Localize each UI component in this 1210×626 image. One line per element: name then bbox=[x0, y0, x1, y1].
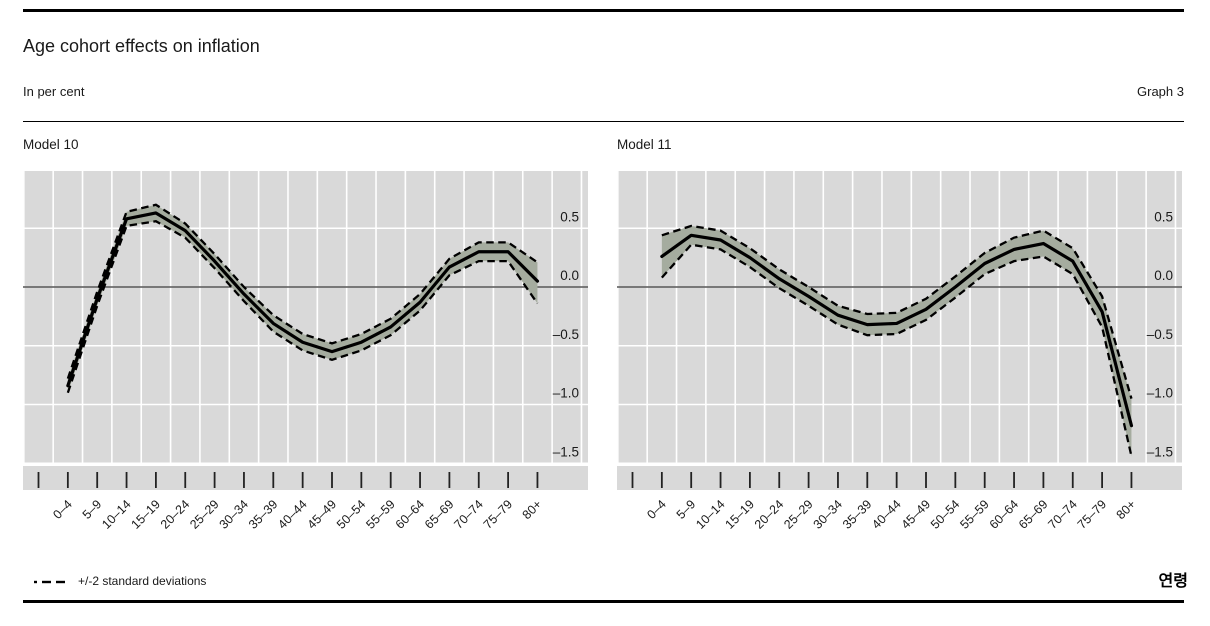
x-tick-label: 40–44 bbox=[869, 497, 904, 532]
y-tick-label: –1.0 bbox=[1147, 386, 1173, 401]
x-axis-title: 연령 bbox=[1158, 573, 1188, 590]
x-tick-label: 40–44 bbox=[275, 497, 310, 532]
x-tick-label: 30–34 bbox=[811, 497, 846, 532]
plot-background bbox=[23, 171, 588, 464]
y-tick-label: 0.5 bbox=[1154, 209, 1173, 224]
tick-strip bbox=[23, 466, 588, 490]
x-tick-label: 65–69 bbox=[422, 497, 457, 532]
x-tick-label: 35–39 bbox=[840, 497, 875, 532]
panel-title-model-10: Model 10 bbox=[23, 137, 79, 152]
x-tick-label: 0–4 bbox=[50, 497, 75, 522]
x-tick-label: 45–49 bbox=[899, 497, 934, 532]
band-upper-dashed-line bbox=[66, 203, 539, 380]
x-tick-label: 10–14 bbox=[99, 497, 134, 532]
header-divider-rule bbox=[23, 121, 1184, 122]
legend: +/-2 standard deviations bbox=[33, 574, 206, 588]
x-tick-label: 55–59 bbox=[363, 497, 398, 532]
y-tick-label: 0.0 bbox=[560, 268, 579, 283]
x-tick-label: 60–64 bbox=[393, 497, 428, 532]
x-tick-label: 15–19 bbox=[129, 497, 164, 532]
x-tick-label: 25–29 bbox=[187, 497, 222, 532]
x-tick-label: 60–64 bbox=[987, 497, 1022, 532]
model-10-chart: 0–4 5–910–1415–1920–2425–2930–3435–3940–4… bbox=[23, 171, 588, 532]
x-tick-label: 65–69 bbox=[1016, 497, 1051, 532]
x-tick-label: 20–24 bbox=[158, 497, 193, 532]
tick-strip bbox=[617, 466, 1182, 490]
x-tick-label: 55–59 bbox=[957, 497, 992, 532]
x-tick-label: 20–24 bbox=[752, 497, 787, 532]
top-rule bbox=[23, 9, 1184, 12]
x-tick-label: 45–49 bbox=[305, 497, 340, 532]
x-tick-label: 35–39 bbox=[246, 497, 281, 532]
y-tick-label: –0.5 bbox=[1147, 327, 1173, 342]
x-tick-label: 70–74 bbox=[1045, 497, 1080, 532]
band-lower-dashed-line bbox=[66, 220, 539, 394]
model-11-chart: 0–4 5–910–1415–1920–2425–2930–3435–3940–4… bbox=[617, 171, 1182, 532]
mean-line bbox=[66, 211, 540, 388]
x-tick-label: 5–9 bbox=[674, 497, 699, 522]
x-tick-label: 70–74 bbox=[451, 497, 486, 532]
y-tick-label: –1.5 bbox=[553, 444, 579, 459]
y-tick-label: –1.0 bbox=[553, 386, 579, 401]
x-tick-label: 25–29 bbox=[781, 497, 816, 532]
x-tick-label: 10–14 bbox=[693, 497, 728, 532]
panel-title-model-11: Model 11 bbox=[617, 137, 672, 152]
confidence-band bbox=[661, 225, 1132, 457]
graph-number-label: Graph 3 bbox=[1137, 84, 1184, 99]
dashed-line-legend-icon bbox=[34, 580, 65, 583]
x-tick-label: 80+ bbox=[520, 497, 545, 522]
band-lower-dashed-line bbox=[660, 243, 1133, 457]
y-tick-label: –0.5 bbox=[553, 327, 579, 342]
x-tick-label: 80+ bbox=[1114, 497, 1139, 522]
page-title: Age cohort effects on inflation bbox=[23, 36, 260, 56]
page-subtitle: In per cent bbox=[23, 84, 85, 99]
x-tick-label: 30–34 bbox=[217, 497, 252, 532]
mean-line bbox=[660, 233, 1134, 428]
y-tick-label: –1.5 bbox=[1147, 444, 1173, 459]
x-tick-label: 5–9 bbox=[80, 497, 105, 522]
bottom-rule bbox=[23, 600, 1184, 603]
x-tick-label: 50–54 bbox=[928, 497, 963, 532]
x-tick-label: 0–4 bbox=[644, 497, 669, 522]
legend-label: +/-2 standard deviations bbox=[78, 574, 207, 588]
y-tick-label: 0.5 bbox=[560, 209, 579, 224]
x-tick-label: 75–79 bbox=[481, 497, 516, 532]
x-tick-label: 15–19 bbox=[723, 497, 758, 532]
x-tick-label: 50–54 bbox=[334, 497, 369, 532]
x-tick-label: 75–79 bbox=[1075, 497, 1110, 532]
y-tick-label: 0.0 bbox=[1154, 268, 1173, 283]
